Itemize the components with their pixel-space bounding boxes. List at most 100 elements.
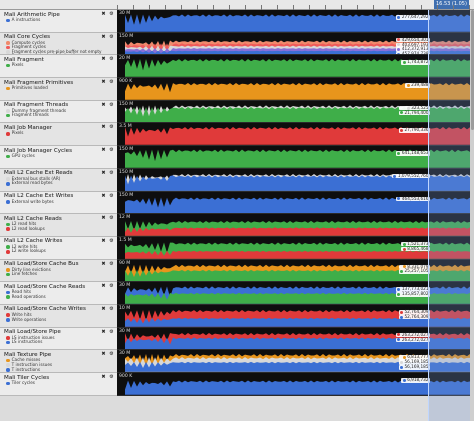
counter-row-label[interactable]: Mali L2 Cache Writes ✖ ⚙ L2 write hits L2 wr… <box>0 236 117 260</box>
series-legend-item[interactable]: Primitives loaded <box>6 85 48 91</box>
series-legend-item[interactable]: T instruction issues <box>6 362 52 368</box>
counter-row-label[interactable]: Mali Fragment ✖ ⚙ Pixels <box>0 55 117 79</box>
counter-chart[interactable]: 30 M 263,272,027 263,272,027 <box>117 327 474 351</box>
counter-chart[interactable]: 20 M 1,743,872 <box>117 55 474 79</box>
series-legend-item[interactable]: Read hits <box>6 290 46 295</box>
gear-icon[interactable]: ⚙ <box>109 237 114 244</box>
counter-chart[interactable]: 3.5 M 27,790,336 <box>117 123 474 147</box>
series-legend-item[interactable]: LS instruction issues <box>6 335 55 341</box>
gear-icon[interactable]: ⚙ <box>109 56 114 63</box>
counter-row-label[interactable]: Mali Fragment Threads ✖ ⚙ Dummy fragment th… <box>0 100 117 124</box>
series-legend-item[interactable]: External write bytes <box>6 199 54 205</box>
gear-icon[interactable]: ⚙ <box>109 79 114 86</box>
counter-row-label[interactable]: Mali Load/Store Pipe ✖ ⚙ LS instruction iss… <box>0 327 117 351</box>
counter-chart[interactable]: 150 M 641,148,653 <box>117 146 474 169</box>
series-legend-item[interactable]: Line fetches <box>6 272 51 277</box>
close-icon[interactable]: ✖ <box>101 283 106 290</box>
close-icon[interactable]: ✖ <box>101 305 106 312</box>
close-icon[interactable]: ✖ <box>101 101 106 108</box>
series-legend-item[interactable]: External bus stalls (AR) <box>6 176 60 182</box>
close-icon[interactable]: ✖ <box>101 124 106 131</box>
counter-chart-panel[interactable]: 30 M 277,647,292 150 M 429,654,301 403,697,1… <box>117 10 474 396</box>
gear-icon[interactable]: ⚙ <box>109 374 114 380</box>
series-legend-item[interactable]: Dummy fragment threads <box>6 108 66 114</box>
selection-marker[interactable] <box>428 10 429 421</box>
gear-icon[interactable]: ⚙ <box>109 33 114 40</box>
gear-icon[interactable]: ⚙ <box>109 147 114 154</box>
series-legend-item[interactable]: Write operations <box>6 317 46 323</box>
counter-chart[interactable]: 150 M 323,525 21,794,400 <box>117 100 474 124</box>
counter-chart[interactable]: 150 M 464,553,616 <box>117 191 474 215</box>
counter-row-label[interactable]: Mali Tiler Cycles ✖ ⚙ Tiler cycles <box>0 373 117 396</box>
series-legend-item[interactable]: Read operations <box>6 294 46 300</box>
gear-icon[interactable]: ⚙ <box>109 11 114 17</box>
counter-chart[interactable]: 150 M 429,654,301 403,697,193 412,372,913 45… <box>117 32 474 56</box>
series-legend-item[interactable]: L2 write lookups <box>6 249 46 254</box>
counter-chart[interactable]: 900 K 239,488 <box>117 78 474 101</box>
series-legend-item[interactable]: Write hits <box>6 312 46 318</box>
counter-row-label[interactable]: Mali Load/Store Cache Bus ✖ ⚙ Dirty line ev… <box>0 259 117 283</box>
counter-row-label[interactable]: Mali Load/Store Cache Writes ✖ ⚙ Write hits… <box>0 304 117 328</box>
counter-chart[interactable]: 1.5 M 1,521,373 8,865,468 <box>117 236 474 260</box>
series-legend-item[interactable]: L2 read hits <box>6 222 45 227</box>
gear-icon[interactable]: ⚙ <box>109 101 114 108</box>
series-legend-item[interactable]: T instructions <box>6 367 52 373</box>
gear-icon[interactable]: ⚙ <box>109 305 114 312</box>
selection-range[interactable] <box>429 10 474 421</box>
counter-chart[interactable]: 90 M 8,331,079 25,257,105 <box>117 259 474 283</box>
vertical-scrollbar[interactable] <box>470 10 474 421</box>
series-legend-item[interactable]: External read bytes <box>6 181 60 186</box>
counter-row-label[interactable]: Mali Fragment Primitives ✖ ⚙ Primitives loa… <box>0 78 117 101</box>
series-legend-item[interactable]: A instructions <box>6 17 40 23</box>
series-legend-item[interactable]: L2 write hits <box>6 244 46 250</box>
close-icon[interactable]: ✖ <box>101 33 106 40</box>
series-legend-item[interactable]: Compute cycles <box>6 40 101 46</box>
series-legend-item[interactable]: Pixels <box>6 131 23 136</box>
counter-chart[interactable]: 900 K 6,918,732 <box>117 373 474 396</box>
counter-row-label[interactable]: Mali Texture Pipe ✖ ⚙ Cache misses T instruc… <box>0 350 117 373</box>
series-legend-item[interactable]: Dirty line evictions <box>6 267 51 273</box>
scrollbar-thumb[interactable] <box>470 10 474 130</box>
series-legend-item[interactable]: Fragment cycles pre-pipe buffer not empt… <box>6 49 101 55</box>
close-icon[interactable]: ✖ <box>101 237 106 244</box>
counter-chart[interactable]: 30 M 277,647,292 <box>117 10 474 33</box>
counter-row-label[interactable]: Mali L2 Cache Ext Writes ✖ ⚙ External write… <box>0 191 117 215</box>
gear-icon[interactable]: ⚙ <box>109 328 114 335</box>
gear-icon[interactable]: ⚙ <box>109 283 114 290</box>
gear-icon[interactable]: ⚙ <box>109 124 114 131</box>
series-legend-item[interactable]: Fragment cycles <box>6 45 101 50</box>
close-icon[interactable]: ✖ <box>101 79 106 86</box>
counter-row-label[interactable]: Mali Core Cycles ✖ ⚙ Compute cycles Fragment… <box>0 32 117 56</box>
close-icon[interactable]: ✖ <box>101 192 106 199</box>
gear-icon[interactable]: ⚙ <box>109 215 114 222</box>
close-icon[interactable]: ✖ <box>101 11 106 17</box>
counter-chart[interactable]: 10 M 52,764,309 52,764,309 <box>117 304 474 328</box>
time-ruler[interactable]: 16.53 (1.05) <box>0 0 474 10</box>
series-legend-item[interactable]: Tiler cycles <box>6 380 35 386</box>
close-icon[interactable]: ✖ <box>101 56 106 63</box>
series-legend-item[interactable]: Cache misses <box>6 358 52 363</box>
counter-row-label[interactable]: Mali Load/Store Cache Reads ✖ ⚙ Read hits Re… <box>0 282 117 305</box>
series-legend-item[interactable]: Fragment cycles waiting for tile <box>12 54 78 55</box>
gear-icon[interactable]: ⚙ <box>109 260 114 267</box>
counter-row-label[interactable]: Mali Job Manager ✖ ⚙ Pixels <box>0 123 117 147</box>
close-icon[interactable]: ✖ <box>101 260 106 267</box>
counter-row-label[interactable]: Mali Arithmetic Pipe ✖ ⚙ A instructions <box>0 10 117 33</box>
gear-icon[interactable]: ⚙ <box>109 169 114 176</box>
close-icon[interactable]: ✖ <box>101 215 106 222</box>
counter-chart[interactable]: 150 M 1,079,552,760 <box>117 168 474 192</box>
series-legend-item[interactable]: L2 read lookups <box>6 226 45 232</box>
counter-chart[interactable]: 30 M 137,773,021 135,857,802 <box>117 282 474 305</box>
close-icon[interactable]: ✖ <box>101 169 106 176</box>
counter-row-label[interactable]: Mali L2 Cache Reads ✖ ⚙ L2 read hits L2 read… <box>0 214 117 237</box>
counter-chart[interactable]: 30 M 6,813,777 56,169,185 56,169,185 <box>117 350 474 373</box>
series-legend-item[interactable]: Fragment threads <box>6 113 66 118</box>
series-legend-item[interactable]: LS instructions <box>6 340 55 345</box>
counter-row-label[interactable]: Mali L2 Cache Ext Reads ✖ ⚙ External bus st… <box>0 168 117 192</box>
counter-chart[interactable]: 12 M <box>117 214 474 237</box>
close-icon[interactable]: ✖ <box>101 351 106 358</box>
series-legend-item[interactable]: Pixels <box>6 63 23 68</box>
gear-icon[interactable]: ⚙ <box>109 192 114 199</box>
close-icon[interactable]: ✖ <box>101 374 106 380</box>
close-icon[interactable]: ✖ <box>101 328 106 335</box>
